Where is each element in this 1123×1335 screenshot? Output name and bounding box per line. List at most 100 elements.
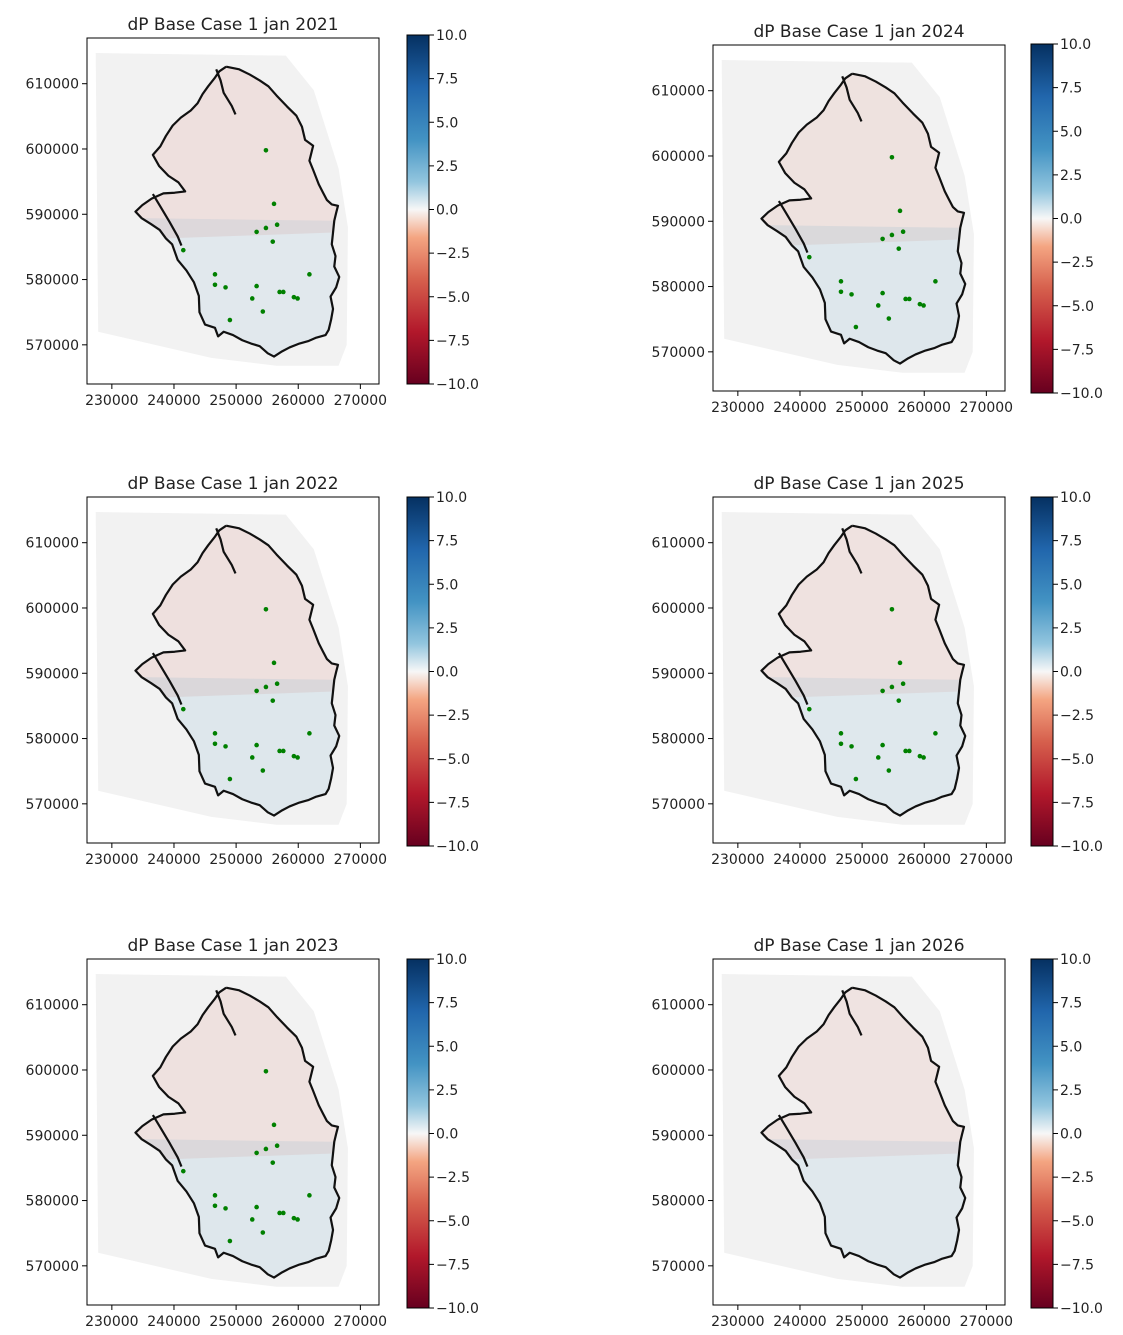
subplot-6: dP Base Case 1 jan 2026 230000 240000 25000… (652, 936, 1103, 1330)
pressure-field-south (767, 225, 966, 364)
well-marker (880, 742, 885, 748)
colorbar: 10.0 7.5 5.0 2.5 0.0 −2.5 −5.0 −7.5 −10.0 (1030, 490, 1103, 855)
colorbar-tick-label: 2.5 (436, 621, 458, 637)
well-marker (277, 1210, 282, 1216)
well-marker (281, 1210, 286, 1216)
colorbar-tick-label: −10.0 (436, 839, 479, 855)
well-marker (900, 681, 906, 687)
subplot-title: dP Base Case 1 jan 2024 (753, 22, 964, 42)
plot-frame (712, 496, 1006, 844)
y-tick-label: 590000 (26, 207, 79, 223)
plot-frame (86, 958, 380, 1306)
well-marker (838, 741, 844, 747)
well-marker (274, 222, 280, 228)
well-marker (260, 1230, 266, 1235)
colorbar-gradient (406, 34, 430, 385)
pressure-field-north (761, 525, 964, 698)
colorbar-tick-label: −2.5 (436, 1170, 470, 1186)
x-tick-label: 230000 (711, 400, 764, 416)
x-tick-label: 260000 (898, 1314, 951, 1330)
colorbar-tick-label: 10.0 (436, 28, 467, 44)
well-marker (281, 748, 286, 754)
x-tick-label: 270000 (960, 1314, 1013, 1330)
colorbar-tick-label: 2.5 (436, 159, 458, 175)
y-tick-label: 570000 (652, 1259, 705, 1275)
x-tick-label: 240000 (147, 393, 200, 409)
y-tick-label: 610000 (652, 998, 705, 1014)
colorbar: 10.0 7.5 5.0 2.5 0.0 −2.5 −5.0 −7.5 −10.0 (1030, 952, 1103, 1317)
colorbar-gradient (1030, 496, 1054, 847)
well-marker (806, 254, 812, 260)
well-marker (277, 748, 282, 754)
pressure-field-north (761, 73, 964, 246)
pressure-field-north (761, 987, 964, 1160)
colorbar-tick-label: 7.5 (436, 72, 458, 88)
x-tick-label: 260000 (898, 400, 951, 416)
colorbar-tick-label: 5.0 (436, 1039, 458, 1055)
subplot-title: dP Base Case 1 jan 2021 (127, 15, 338, 35)
y-tick-label: 600000 (652, 601, 705, 617)
well-marker (903, 296, 908, 302)
well-marker (907, 296, 912, 302)
x-tick-label: 250000 (835, 400, 888, 416)
field-inner-boundary (777, 200, 809, 254)
x-tick-label: 240000 (773, 1314, 826, 1330)
y-tick-label: 600000 (26, 142, 79, 158)
colorbar-tick-label: 10.0 (436, 490, 467, 506)
colorbar-tick-label: −7.5 (436, 333, 470, 349)
y-tick-label: 580000 (26, 273, 79, 289)
y-tick-label: 580000 (26, 732, 79, 748)
plot-frame (712, 44, 1006, 392)
colorbar-tick-label: −5.0 (1060, 299, 1094, 315)
field-outline (134, 65, 341, 358)
colorbar-tick-label: −10.0 (1060, 839, 1103, 855)
well-marker (180, 247, 186, 253)
y-tick-label: 610000 (652, 536, 705, 552)
y-tick-label: 570000 (652, 345, 705, 361)
well-marker (227, 776, 233, 782)
well-marker (849, 744, 854, 749)
colorbar-tick-label: −2.5 (1060, 708, 1094, 724)
field-inner-boundary (841, 989, 863, 1036)
well-marker (263, 225, 269, 231)
colorbar-tick-label: 7.5 (436, 996, 458, 1012)
well-marker (838, 289, 844, 295)
well-marker (270, 1160, 276, 1165)
well-marker (291, 294, 297, 300)
y-tick-label: 590000 (26, 1128, 79, 1144)
well-marker (921, 755, 926, 760)
well-marker (886, 316, 892, 321)
y-tick-label: 590000 (652, 666, 705, 682)
colorbar-tick-label: 10.0 (1060, 952, 1091, 968)
well-marker (249, 1217, 255, 1222)
well-marker (263, 1146, 269, 1152)
well-marker (274, 681, 280, 687)
well-marker (254, 1204, 259, 1210)
field-inner-boundary (151, 652, 183, 706)
well-marker (917, 753, 923, 759)
colorbar-tick-label: 10.0 (1060, 37, 1091, 53)
field-inner-boundary (151, 1114, 183, 1168)
well-marker (212, 272, 218, 277)
model-grid-area (721, 974, 974, 1287)
well-marker (277, 289, 282, 295)
model-grid-area (95, 512, 348, 825)
colorbar-tick-label: 2.5 (436, 1083, 458, 1099)
well-marker (249, 755, 255, 760)
x-tick-label: 260000 (272, 1314, 325, 1330)
well-marker (889, 684, 895, 690)
colorbar-tick-label: 10.0 (1060, 490, 1091, 506)
x-tick-label: 230000 (711, 852, 764, 868)
well-marker (921, 303, 926, 308)
well-marker (806, 706, 812, 712)
well-marker (875, 303, 881, 308)
colorbar-tick-label: −10.0 (1060, 1301, 1103, 1317)
x-tick-label: 260000 (898, 852, 951, 868)
subplot-2: dP Base Case 1 jan 2022 230000 240000 25000… (26, 474, 479, 868)
well-marker (307, 731, 312, 736)
colorbar-tick-label: 0.0 (436, 665, 458, 681)
field-inner-boundary (841, 75, 863, 122)
subplot-1: dP Base Case 1 jan 2021 230000 240000 25000… (26, 15, 479, 409)
pressure-field-south (141, 677, 340, 816)
